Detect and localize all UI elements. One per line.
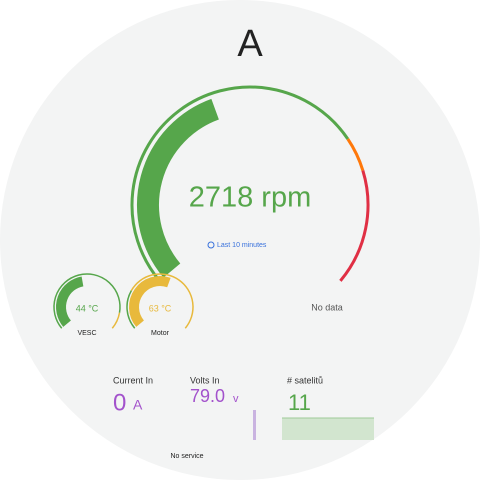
no-data: No data: [311, 302, 343, 312]
gauge-value: 63 °C: [149, 303, 172, 313]
stat-label: # satelitů: [287, 375, 323, 385]
threshold-arc: [130, 85, 350, 282]
stat-unit: A: [133, 397, 143, 413]
title: A: [237, 23, 263, 65]
gauges: [53, 85, 370, 329]
main-value: 2718 rpm: [189, 182, 312, 214]
sparkline: [253, 410, 256, 440]
threshold-arc: [339, 170, 370, 282]
stat-unit: v: [233, 393, 239, 405]
footer: No service: [170, 453, 203, 460]
threshold-arc: [126, 290, 136, 329]
stat-value: 79.0: [190, 386, 225, 406]
threshold-arc: [130, 273, 194, 329]
gauge-fill: [56, 276, 84, 327]
threshold-arc: [346, 138, 365, 171]
gauge-fill: [129, 276, 171, 327]
gauge-label: VESC: [77, 330, 96, 337]
gauge-value: 44 °C: [76, 303, 99, 313]
threshold-arc: [53, 273, 121, 329]
time-range: Last 10 minutes: [217, 242, 267, 249]
threshold-arc: [111, 312, 121, 329]
gauge-label: Motor: [151, 330, 170, 337]
stat-value: 0: [113, 389, 126, 416]
gauge-fill: [137, 98, 220, 278]
clock-icon: [207, 241, 215, 249]
stat-label: Volts In: [190, 375, 220, 385]
stat-label: Current In: [113, 375, 153, 385]
stat-value: 11: [288, 390, 311, 415]
sparkline: [282, 418, 374, 440]
